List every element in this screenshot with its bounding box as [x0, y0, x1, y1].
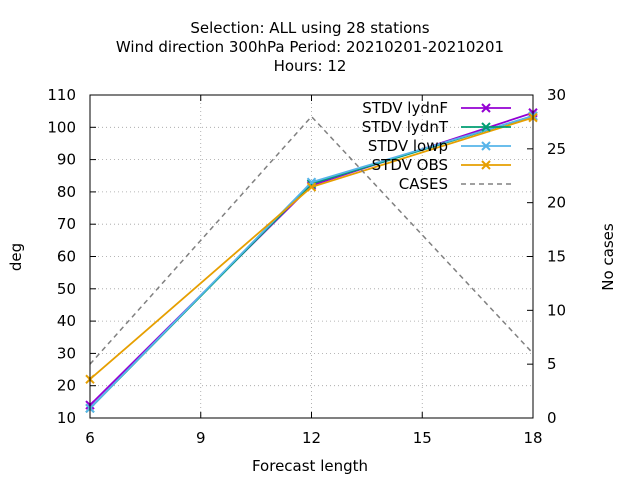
series-line-stdv-lydnf — [89, 111, 534, 406]
legend-label-stdv-lydnt: STDV lydnT — [362, 118, 449, 136]
marker-stroke — [481, 122, 491, 132]
series-cases — [89, 115, 534, 365]
x-tick-label: 12 — [302, 429, 321, 447]
y-tick-label: 40 — [57, 312, 76, 330]
y-tick-label: 70 — [57, 215, 76, 233]
y-tick-label: 80 — [57, 183, 76, 201]
y-axis-label: deg — [7, 243, 25, 271]
tick-layer: 10 20 30 40 50 60 70 80 90 100 110 0 5 10 15 20 25 30 6 9 12… — [47, 86, 566, 447]
chart-title-line-3: Hours: 12 — [274, 57, 347, 75]
series-line-cases — [89, 115, 534, 365]
marker-stroke — [481, 141, 491, 151]
y2-tick-label: 10 — [547, 301, 566, 319]
legend-label-stdv-lydnf: STDV lydnF — [362, 99, 448, 117]
legend-marker-stdv-lowp — [481, 141, 491, 151]
y2-tick-label: 5 — [547, 355, 557, 373]
x-axis-label: Forecast length — [252, 457, 368, 475]
x-tick-label: 18 — [523, 429, 542, 447]
x-tick-label: 15 — [413, 429, 432, 447]
y2-tick-label: 30 — [547, 86, 566, 104]
y2-tick-label: 20 — [547, 194, 566, 212]
legend-marker-stdv-obs — [481, 160, 491, 170]
y-tick-label: 50 — [57, 280, 76, 298]
legend-label-cases: CASES — [399, 175, 448, 193]
grid-layer — [90, 95, 533, 418]
y-tick-label: 20 — [57, 377, 76, 395]
marker-stroke — [481, 103, 491, 113]
y-tick-label: 110 — [47, 86, 76, 104]
chart-title-line-1: Selection: ALL using 28 stations — [190, 19, 429, 37]
y-tick-label: 10 — [57, 409, 76, 427]
legend-label-stdv-obs: STDV OBS — [372, 156, 448, 174]
legend-label-stdv-lowp: STDV lowp — [368, 137, 448, 155]
y-tick-label: 90 — [57, 151, 76, 169]
data-point-stdv-obs — [306, 182, 317, 192]
y-tick-label: 30 — [57, 344, 76, 362]
y2-tick-label: 15 — [547, 248, 566, 266]
marker-stroke — [306, 182, 317, 192]
series-layer — [85, 108, 538, 414]
x-tick-label: 6 — [85, 429, 95, 447]
series-stdv-lydnf — [85, 108, 538, 410]
y-tick-label: 100 — [47, 118, 76, 136]
x-tick-label: 9 — [196, 429, 206, 447]
y2-tick-label: 0 — [547, 409, 557, 427]
marker-stroke — [481, 160, 491, 170]
y-tick-label: 60 — [57, 248, 76, 266]
y2-tick-label: 25 — [547, 140, 566, 158]
legend-marker-stdv-lydnf — [481, 103, 491, 113]
y2-axis-label: No cases — [599, 223, 617, 291]
chart-title-line-2: Wind direction 300hPa Period: 20210201-2… — [116, 38, 504, 56]
legend-marker-stdv-lydnt — [481, 122, 491, 132]
